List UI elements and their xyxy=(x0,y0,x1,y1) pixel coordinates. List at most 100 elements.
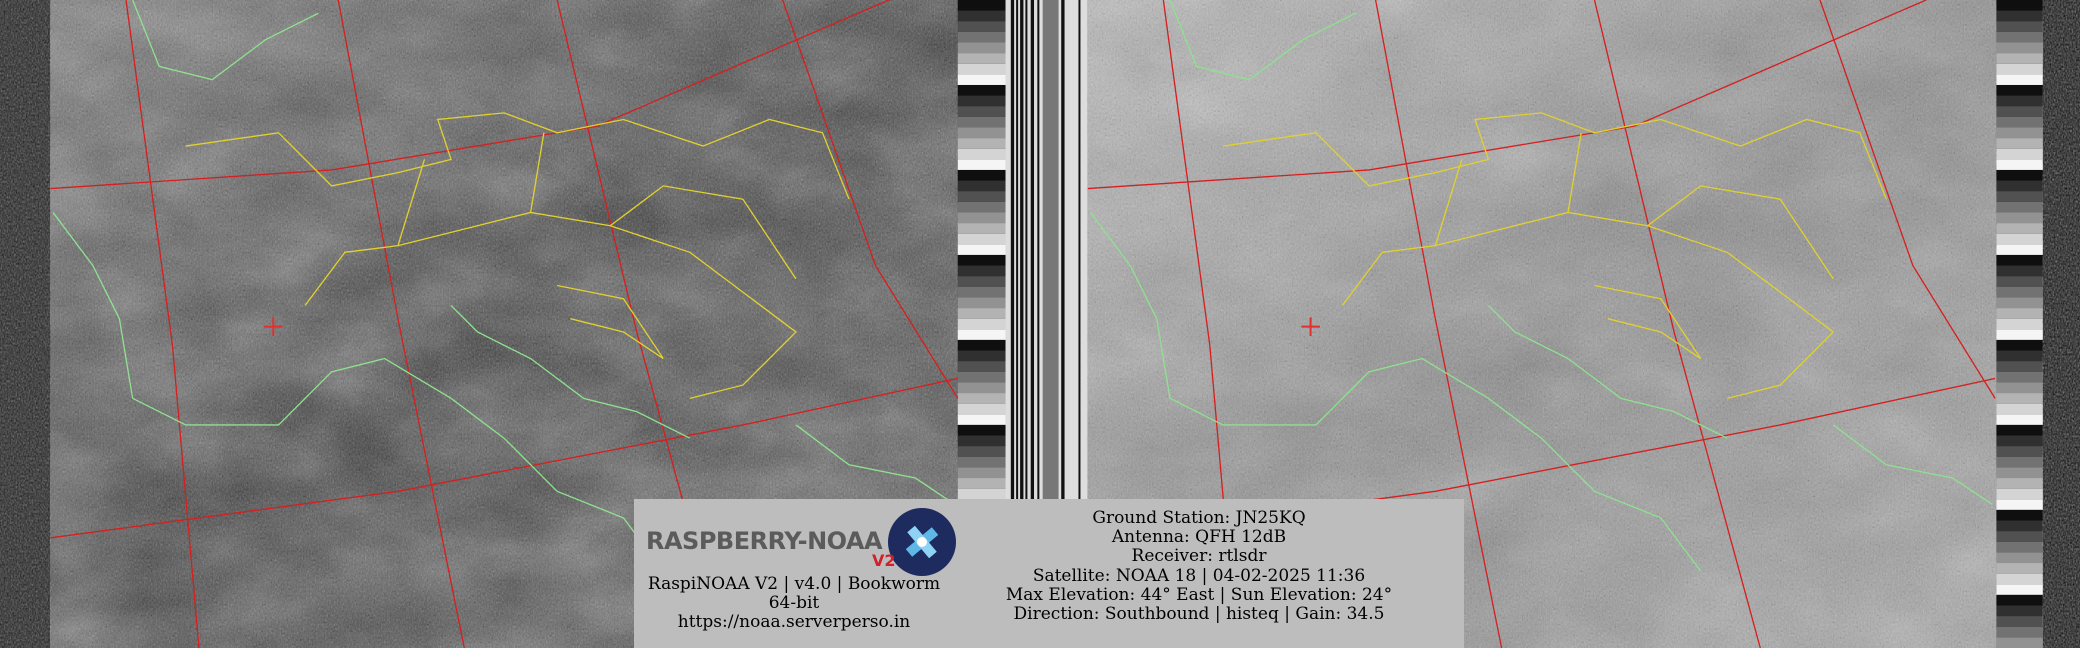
url: https://noaa.serverperso.in xyxy=(677,612,911,632)
wedge xyxy=(1996,159,2043,170)
wedge xyxy=(1996,106,2043,117)
wedge xyxy=(1996,637,2043,648)
wedge xyxy=(1996,467,2043,479)
graticule xyxy=(125,0,200,648)
wedge xyxy=(957,350,1006,362)
station-info: Ground Station: JN25KQ Antenna: QFH 12dB R… xyxy=(994,508,1404,625)
wedge xyxy=(957,318,1006,330)
wedge xyxy=(1996,318,2043,330)
graticule xyxy=(1819,0,1996,399)
wedge xyxy=(1996,435,2043,447)
wedge xyxy=(1996,403,2043,415)
wedge xyxy=(1996,478,2043,489)
wedge xyxy=(957,159,1006,170)
wedge xyxy=(957,414,1006,425)
wedge xyxy=(957,276,1006,287)
station-line: Direction: Southbound | histeq | Gain: 3… xyxy=(1013,604,1385,625)
wedge xyxy=(957,297,1006,309)
stripe xyxy=(1020,0,1024,648)
edge-noise xyxy=(2042,0,2080,648)
wedge xyxy=(1996,95,2043,107)
wedge xyxy=(1996,563,2043,574)
graticule xyxy=(1593,0,1761,648)
wedge xyxy=(957,435,1006,447)
wedge xyxy=(957,10,1006,22)
info-box: RASPBERRY-NOAA V2 RaspiNOAA V2 | v4.0 | … xyxy=(634,499,1464,648)
wedge xyxy=(1996,594,2043,606)
stripe xyxy=(1042,0,1059,648)
wedge xyxy=(1996,127,2043,139)
graticule xyxy=(50,377,958,539)
border xyxy=(557,284,664,360)
coastline xyxy=(52,212,664,572)
wedge xyxy=(1996,180,2043,192)
wedge xyxy=(957,403,1006,415)
wedge xyxy=(1996,371,2043,383)
wedge xyxy=(1996,191,2043,202)
border xyxy=(609,185,797,280)
wedge xyxy=(1996,329,2043,340)
wedge xyxy=(1996,552,2043,564)
wedge xyxy=(957,201,1006,213)
wedge xyxy=(957,244,1006,255)
wedge xyxy=(1996,286,2043,298)
station-marker xyxy=(1301,317,1320,336)
wedge xyxy=(957,233,1006,245)
wedge xyxy=(957,393,1006,404)
wedge xyxy=(1996,53,2043,64)
wedge xyxy=(1996,244,2043,255)
logo-badge xyxy=(888,508,956,576)
coastline xyxy=(450,304,691,439)
wedge xyxy=(957,138,1006,149)
wedge xyxy=(1996,456,2043,468)
wedge xyxy=(957,212,1006,224)
coastline xyxy=(132,0,319,81)
wedge xyxy=(957,424,1006,436)
sync-stripes xyxy=(1010,0,1081,648)
wedge xyxy=(1996,616,2043,627)
wedge xyxy=(1996,350,2043,362)
wedge xyxy=(1996,541,2043,553)
wedge xyxy=(1996,414,2043,425)
wedge xyxy=(957,0,1006,11)
station-line: Ground Station: JN25KQ xyxy=(1092,508,1306,528)
wedge xyxy=(1996,626,2043,638)
wedge xyxy=(957,116,1006,128)
wedge xyxy=(1996,116,2043,128)
wedge xyxy=(1996,10,2043,22)
stripe xyxy=(1061,0,1065,648)
wedge xyxy=(1996,84,2043,96)
wedge xyxy=(1996,339,2043,351)
station-marker xyxy=(263,317,283,336)
wedge xyxy=(957,191,1006,202)
station-line: Receiver: rtlsdr xyxy=(1131,546,1267,567)
wedge xyxy=(1996,21,2043,32)
border xyxy=(1434,159,1463,246)
wedge xyxy=(1996,233,2043,245)
wedge xyxy=(1996,169,2043,181)
stripe xyxy=(1016,0,1019,648)
wedge xyxy=(957,286,1006,298)
wedge xyxy=(957,488,1006,500)
wedge xyxy=(957,180,1006,192)
wedge xyxy=(1996,488,2043,500)
coastline xyxy=(1089,212,1702,572)
wedge xyxy=(1996,499,2043,510)
station-line: Max Elevation: 44° East | Sun Elevation:… xyxy=(1005,584,1393,605)
stripe xyxy=(1025,0,1028,648)
border xyxy=(397,159,426,246)
wedge xyxy=(1996,297,2043,309)
graticule xyxy=(1087,0,1927,190)
wedge xyxy=(957,148,1006,160)
stripe xyxy=(1030,0,1035,648)
wedge xyxy=(1996,520,2043,532)
wedge xyxy=(1996,74,2043,85)
wedge xyxy=(957,95,1006,107)
stripe xyxy=(1078,0,1081,648)
wedge xyxy=(957,169,1006,181)
wedge xyxy=(957,63,1006,75)
wedge xyxy=(1996,424,2043,436)
wedge xyxy=(957,254,1006,266)
wedge xyxy=(1996,148,2043,160)
